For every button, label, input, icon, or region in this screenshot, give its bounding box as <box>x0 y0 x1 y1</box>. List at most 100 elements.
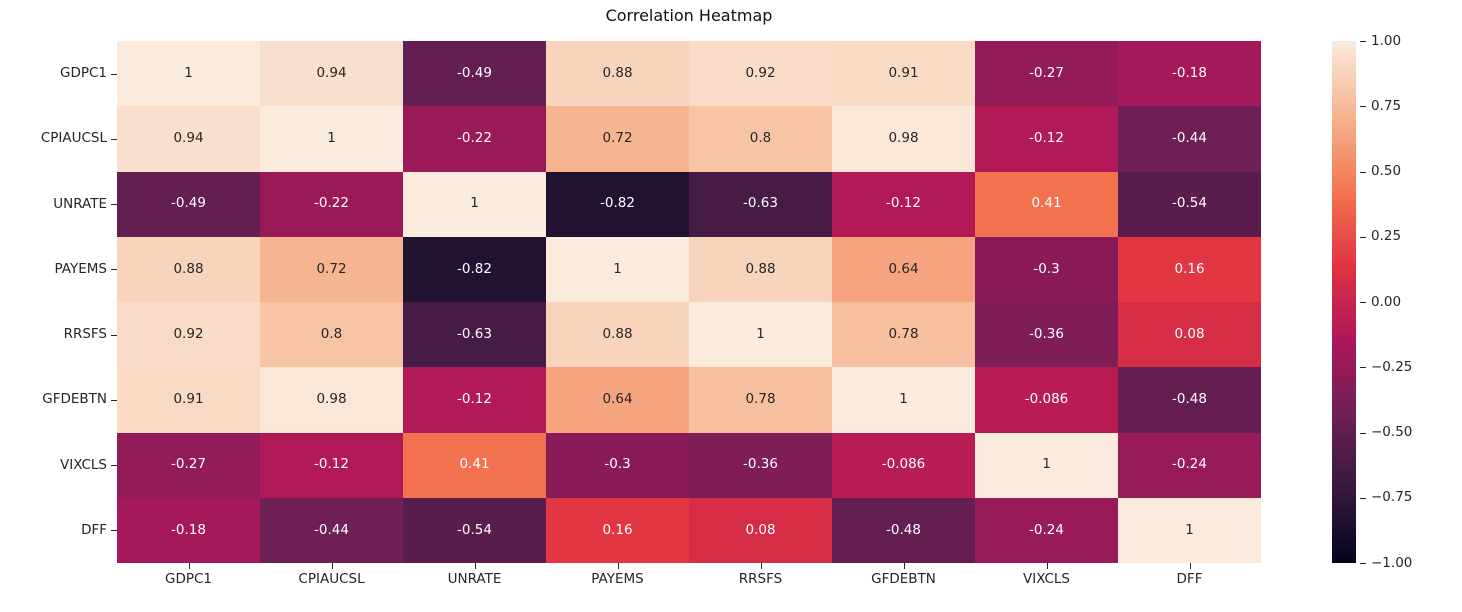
heatmap-cell-PAYEMS-DFF: 0.16 <box>1118 236 1261 302</box>
colorbar-tick-mark <box>1360 497 1366 499</box>
heatmap-cell-DFF-CPIAUCSL: -0.44 <box>260 497 403 563</box>
x-tick-label-GFDEBTN: GFDEBTN <box>871 571 936 587</box>
colorbar-tick-mark <box>1360 367 1366 369</box>
heatmap-cell-RRSFS-RRSFS: 1 <box>689 302 832 368</box>
colorbar-tick-label: 0.75 <box>1371 97 1402 114</box>
heatmap-cell-VIXCLS-GFDEBTN: -0.086 <box>832 432 975 498</box>
heatmap-cell-GFDEBTN-DFF: -0.48 <box>1118 367 1261 433</box>
heatmap-cell-CPIAUCSL-GFDEBTN: 0.98 <box>832 106 975 172</box>
heatmap-cell-UNRATE-GDPC1: -0.49 <box>117 171 260 237</box>
heatmap-grid: 1 0.94 -0.49 0.88 0.92 0.91 -0.27 -0.18 0.94 1 -0.… <box>117 41 1261 563</box>
heatmap-cell-VIXCLS-DFF: -0.24 <box>1118 432 1261 498</box>
heatmap-cell-PAYEMS-VIXCLS: -0.3 <box>975 236 1118 302</box>
x-tick-label-CPIAUCSL: CPIAUCSL <box>298 571 365 587</box>
heatmap-cell-GDPC1-CPIAUCSL: 0.94 <box>260 41 403 107</box>
heatmap-cell-CPIAUCSL-VIXCLS: -0.12 <box>975 106 1118 172</box>
heatmap-cell-VIXCLS-GDPC1: -0.27 <box>117 432 260 498</box>
x-tick-mark <box>760 563 762 569</box>
colorbar-tick-label: 0.50 <box>1371 163 1402 179</box>
colorbar-tick-label: −0.25 <box>1371 358 1413 375</box>
heatmap-cell-CPIAUCSL-GDPC1: 0.94 <box>117 106 260 172</box>
heatmap-cell-CPIAUCSL-DFF: -0.44 <box>1118 106 1261 172</box>
y-tick-label-GFDEBTN: GFDEBTN <box>42 391 107 408</box>
colorbar-gradient <box>1332 41 1356 563</box>
y-tick-mark <box>111 204 117 206</box>
colorbar-tick-mark <box>1360 106 1366 108</box>
heatmap-cell-GFDEBTN-VIXCLS: -0.086 <box>975 367 1118 433</box>
colorbar-tick-mark <box>1360 171 1366 173</box>
heatmap-cell-GFDEBTN-GFDEBTN: 1 <box>832 367 975 433</box>
heatmap-cell-GFDEBTN-GDPC1: 0.91 <box>117 367 260 433</box>
x-tick-mark <box>617 563 619 569</box>
heatmap-cell-DFF-UNRATE: -0.54 <box>403 497 546 563</box>
colorbar-tick-mark <box>1360 41 1366 42</box>
heatmap-cell-DFF-GDPC1: -0.18 <box>117 497 260 563</box>
chart-title: Correlation Heatmap <box>605 6 773 25</box>
y-tick-label-GDPC1: GDPC1 <box>59 65 107 82</box>
heatmap-cell-GDPC1-GDPC1: 1 <box>117 41 260 107</box>
heatmap-cell-GDPC1-GFDEBTN: 0.91 <box>832 41 975 107</box>
heatmap-cell-UNRATE-DFF: -0.54 <box>1118 171 1261 237</box>
heatmap-cell-GDPC1-DFF: -0.18 <box>1118 41 1261 107</box>
heatmap-cell-GDPC1-UNRATE: -0.49 <box>403 41 546 107</box>
heatmap-cell-CPIAUCSL-RRSFS: 0.8 <box>689 106 832 172</box>
colorbar-tick-label: −0.75 <box>1371 489 1413 506</box>
heatmap-cell-RRSFS-VIXCLS: -0.36 <box>975 302 1118 368</box>
heatmap-cell-GDPC1-PAYEMS: 0.88 <box>546 41 689 107</box>
heatmap-cell-DFF-VIXCLS: -0.24 <box>975 497 1118 563</box>
colorbar-tick-label: −0.50 <box>1371 424 1413 440</box>
heatmap-cell-DFF-RRSFS: 0.08 <box>689 497 832 563</box>
x-tick-label-UNRATE: UNRATE <box>447 571 502 587</box>
heatmap-cell-CPIAUCSL-CPIAUCSL: 1 <box>260 106 403 172</box>
x-tick-mark <box>1046 563 1048 569</box>
y-tick-label-PAYEMS: PAYEMS <box>54 260 107 277</box>
y-tick-mark <box>111 138 117 140</box>
heatmap-cell-VIXCLS-UNRATE: 0.41 <box>403 432 546 498</box>
heatmap-cell-VIXCLS-CPIAUCSL: -0.12 <box>260 432 403 498</box>
heatmap-cell-VIXCLS-VIXCLS: 1 <box>975 432 1118 498</box>
heatmap-cell-DFF-GFDEBTN: -0.48 <box>832 497 975 563</box>
x-tick-mark <box>1189 563 1191 569</box>
heatmap-cell-PAYEMS-RRSFS: 0.88 <box>689 236 832 302</box>
heatmap-cell-RRSFS-DFF: 0.08 <box>1118 302 1261 368</box>
heatmap-cell-RRSFS-GDPC1: 0.92 <box>117 302 260 368</box>
heatmap-cell-UNRATE-GFDEBTN: -0.12 <box>832 171 975 237</box>
heatmap-cell-UNRATE-UNRATE: 1 <box>403 171 546 237</box>
heatmap-cell-UNRATE-CPIAUCSL: -0.22 <box>260 171 403 237</box>
heatmap-cell-RRSFS-UNRATE: -0.63 <box>403 302 546 368</box>
colorbar-tick-mark <box>1360 302 1366 303</box>
y-tick-label-UNRATE: UNRATE <box>53 195 107 212</box>
heatmap-cell-RRSFS-CPIAUCSL: 0.8 <box>260 302 403 368</box>
heatmap-cell-UNRATE-VIXCLS: 0.41 <box>975 171 1118 237</box>
colorbar-tick-mark <box>1360 563 1366 564</box>
x-tick-label-DFF: DFF <box>1176 571 1203 587</box>
heatmap-cell-CPIAUCSL-PAYEMS: 0.72 <box>546 106 689 172</box>
heatmap-cell-GFDEBTN-RRSFS: 0.78 <box>689 367 832 433</box>
colorbar-tick-label: −1.00 <box>1371 554 1413 571</box>
y-tick-mark <box>111 530 117 532</box>
heatmap-cell-PAYEMS-GFDEBTN: 0.64 <box>832 236 975 302</box>
colorbar-tick-label: 1.00 <box>1371 32 1402 49</box>
y-tick-label-CPIAUCSL: CPIAUCSL <box>40 130 107 147</box>
heatmap-cell-GDPC1-VIXCLS: -0.27 <box>975 41 1118 107</box>
x-tick-label-GDPC1: GDPC1 <box>164 571 212 587</box>
heatmap-cell-GDPC1-RRSFS: 0.92 <box>689 41 832 107</box>
heatmap-cell-VIXCLS-RRSFS: -0.36 <box>689 432 832 498</box>
heatmap-cell-PAYEMS-UNRATE: -0.82 <box>403 236 546 302</box>
colorbar-tick-mark <box>1360 432 1366 434</box>
colorbar: 1.00 0.75 0.50 0.25 0.00 −0.25 −0.50 −0.75 −1.00 <box>1332 33 1412 571</box>
y-tick-mark <box>111 465 117 467</box>
colorbar-tick-label: 0.25 <box>1371 228 1402 245</box>
heatmap-cell-UNRATE-RRSFS: -0.63 <box>689 171 832 237</box>
y-tick-label-RRSFS: RRSFS <box>63 326 107 343</box>
heatmap-cell-PAYEMS-GDPC1: 0.88 <box>117 236 260 302</box>
x-tick-mark <box>474 563 476 569</box>
heatmap-cell-GFDEBTN-CPIAUCSL: 0.98 <box>260 367 403 433</box>
heatmap-cell-DFF-DFF: 1 <box>1118 497 1261 563</box>
heatmap-cell-GFDEBTN-UNRATE: -0.12 <box>403 367 546 433</box>
x-tick-label-RRSFS: RRSFS <box>738 571 783 587</box>
y-tick-mark <box>111 269 117 271</box>
y-tick-mark <box>111 334 117 336</box>
x-tick-label-PAYEMS: PAYEMS <box>591 571 644 587</box>
y-tick-label-DFF: DFF <box>81 521 107 538</box>
